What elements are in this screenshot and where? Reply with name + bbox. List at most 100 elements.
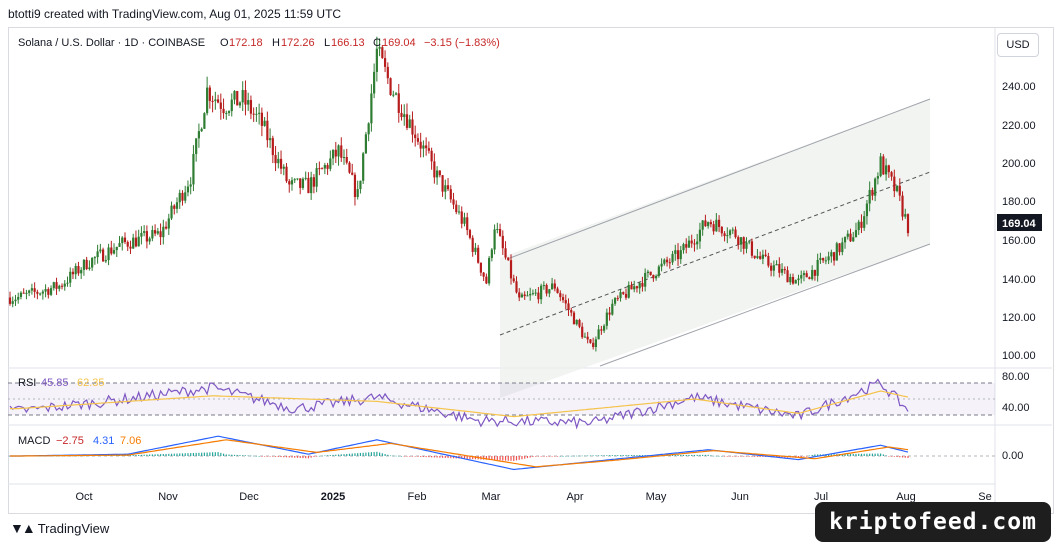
candle-body xyxy=(876,176,879,179)
candle-body xyxy=(493,229,496,250)
candle-body xyxy=(115,246,118,251)
candle-body xyxy=(230,99,233,112)
macd-legend[interactable]: MACD −2.75 4.31 7.06 xyxy=(18,435,141,447)
macd-histogram-bar xyxy=(255,455,258,457)
macd-histogram-bar xyxy=(157,454,159,456)
channel-upper-line[interactable] xyxy=(509,98,931,259)
candle-body xyxy=(556,288,559,294)
candle-body xyxy=(279,158,283,169)
candle-body xyxy=(340,145,343,158)
candle-body xyxy=(137,236,140,247)
candlestick-series xyxy=(8,36,910,352)
macd-histogram-bar xyxy=(192,452,195,456)
candle-body xyxy=(85,259,88,270)
candle-body xyxy=(416,138,420,142)
tradingview-brand[interactable]: ▼▲ TradingView xyxy=(10,520,109,536)
candle-body xyxy=(767,256,770,266)
candle-body xyxy=(529,294,532,296)
macd-histogram-bar xyxy=(737,456,739,457)
candle-body xyxy=(110,247,113,254)
price-axis[interactable]: 240.00 220.00 200.00 180.00 160.00 140.0… xyxy=(1002,81,1036,362)
macd-histogram-bar xyxy=(548,456,550,457)
candle-body xyxy=(770,265,773,271)
candle-body xyxy=(572,312,576,325)
candle-body xyxy=(668,262,671,264)
brand-name: TradingView xyxy=(37,520,110,536)
rsi-tick: 40.00 xyxy=(1002,402,1030,414)
candle-body xyxy=(644,272,647,287)
candle-body xyxy=(268,138,272,141)
candle-body xyxy=(750,241,754,256)
macd-histogram-bar xyxy=(170,453,173,456)
macd-histogram-bar xyxy=(444,456,446,458)
candle-body xyxy=(397,93,400,113)
candle-body xyxy=(77,266,80,274)
macd-histogram-bar xyxy=(710,455,712,456)
macd-histogram-bar xyxy=(307,456,310,459)
candle-body xyxy=(874,178,877,196)
candle-body xyxy=(446,185,450,190)
macd-histogram-bar xyxy=(348,453,351,456)
macd-histogram-bar xyxy=(354,453,356,456)
candle-body xyxy=(690,240,693,244)
macd-histogram-bar xyxy=(814,454,816,456)
macd-histogram-bar xyxy=(362,452,364,456)
candle-body xyxy=(351,172,354,175)
candle-body xyxy=(635,286,639,289)
candle-body xyxy=(315,168,318,187)
candle-body xyxy=(444,185,447,192)
close-label: C xyxy=(373,37,381,49)
candle-body xyxy=(381,47,384,59)
channel-lower-line[interactable] xyxy=(599,243,931,367)
candle-body xyxy=(321,168,324,170)
candle-body xyxy=(356,189,359,198)
symbol-legend[interactable]: Solana / U.S. Dollar · 1D · COINBASE O 1… xyxy=(18,37,500,49)
price-tick: 140.00 xyxy=(1002,274,1036,286)
candle-body xyxy=(646,271,650,273)
candle-body xyxy=(887,165,890,173)
macd-histogram-bar xyxy=(702,454,704,456)
candle-body xyxy=(701,220,704,230)
macd-histogram-bar xyxy=(565,455,567,457)
macd-histogram-bar xyxy=(450,456,452,459)
candle-body xyxy=(345,157,348,163)
macd-histogram-bar xyxy=(507,456,509,461)
macd-histogram-bar xyxy=(877,453,879,456)
time-tick: Feb xyxy=(408,491,427,503)
macd-histogram-bar xyxy=(277,456,279,457)
candle-body xyxy=(570,310,573,313)
candle-body xyxy=(742,237,745,249)
time-tick: May xyxy=(646,491,667,503)
macd-histogram-bar xyxy=(168,453,170,456)
candle-body xyxy=(674,250,677,254)
candle-body xyxy=(49,288,53,295)
macd-histogram-bar xyxy=(502,456,504,461)
macd-histogram-bar xyxy=(691,454,693,456)
rsi-legend[interactable]: RSI 45.85 62.35 xyxy=(18,377,105,389)
candle-body xyxy=(685,244,688,248)
macd-histogram-bar xyxy=(431,456,433,458)
macd-histogram-bar xyxy=(762,456,764,457)
candle-body xyxy=(383,58,387,67)
macd-histogram-bar xyxy=(570,455,572,457)
currency-button[interactable]: USD xyxy=(997,33,1039,57)
time-axis[interactable]: Oct Nov Dec 2025 Feb Mar Apr May Jun Jul… xyxy=(75,491,991,503)
macd-histogram-bar xyxy=(222,453,225,456)
candle-body xyxy=(364,134,368,154)
macd-histogram-bar xyxy=(535,456,537,457)
macd-histogram-bar xyxy=(633,455,635,456)
candle-body xyxy=(323,165,326,169)
candle-body xyxy=(170,205,173,219)
macd-histogram-bar xyxy=(310,456,312,458)
candle-body xyxy=(553,283,556,289)
candle-body xyxy=(509,260,513,279)
candle-body xyxy=(304,177,307,179)
candle-body xyxy=(386,66,389,79)
candle-body xyxy=(47,289,50,295)
candle-body xyxy=(605,312,608,326)
candle-body xyxy=(126,242,129,247)
macd-histogram-bar xyxy=(206,452,208,456)
candle-body xyxy=(260,112,263,126)
candle-body xyxy=(123,237,127,243)
